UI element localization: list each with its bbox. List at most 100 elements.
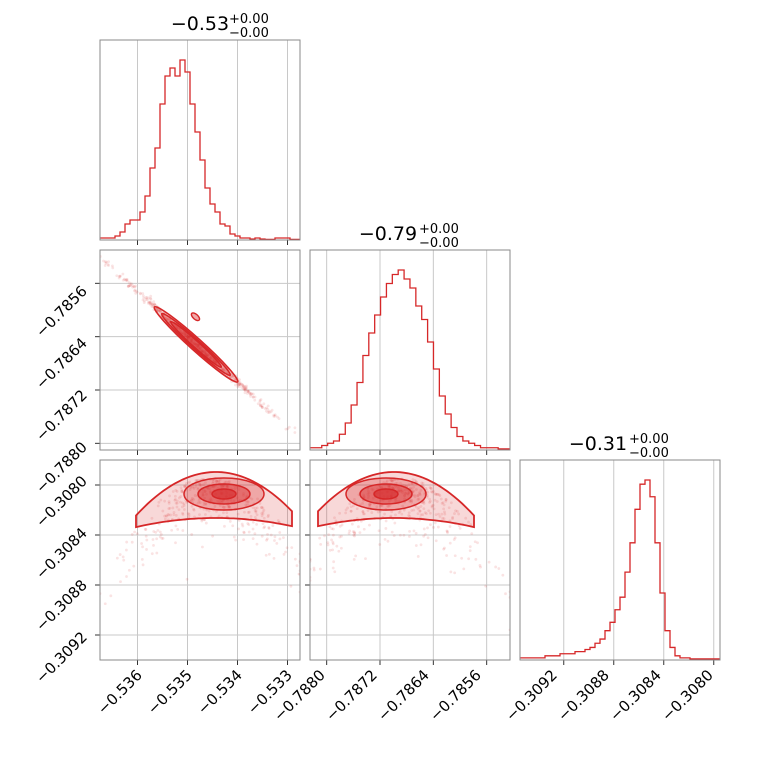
- title-x-main: −0.53: [171, 13, 229, 35]
- scatter-point: [158, 309, 162, 313]
- scatter-point: [141, 298, 145, 302]
- scatter-point: [362, 512, 366, 516]
- scatter-point: [264, 409, 268, 413]
- scatter-point: [260, 405, 264, 409]
- scatter-point: [201, 493, 205, 497]
- scatter-point: [265, 406, 268, 410]
- scatter-point: [249, 515, 253, 518]
- scatter-point: [211, 480, 215, 484]
- scatter-point: [247, 389, 251, 393]
- scatter-point: [238, 385, 241, 388]
- scatter-point: [175, 501, 179, 505]
- histogram-bin: [210, 204, 215, 240]
- histogram-bin: [605, 631, 610, 660]
- scatter-point: [422, 500, 425, 504]
- scatter-point: [285, 546, 289, 550]
- scatter-point: [167, 500, 171, 504]
- scatter-point: [340, 546, 343, 550]
- scatter-point: [242, 385, 246, 389]
- scatter-point: [107, 260, 110, 264]
- scatter-point: [175, 499, 179, 503]
- scatter-point: [478, 563, 482, 567]
- title-z-sup: +0.00: [629, 432, 669, 447]
- scatter-point: [192, 486, 196, 490]
- scatter-point: [386, 539, 390, 543]
- xtick-label: −0.3084: [606, 666, 665, 725]
- scatter-point: [161, 536, 165, 540]
- scatter-point: [479, 565, 482, 569]
- scatter-point: [398, 509, 402, 513]
- scatter-point: [436, 492, 439, 496]
- scatter-point: [293, 431, 297, 434]
- scatter-point: [367, 502, 371, 506]
- scatter-point: [458, 527, 462, 530]
- xtick-label: −0.3092: [502, 666, 561, 725]
- scatter-point: [130, 533, 134, 536]
- scatter-point: [190, 504, 194, 508]
- scatter-point: [139, 292, 142, 296]
- histogram-bin: [215, 212, 220, 240]
- scatter-point: [433, 498, 437, 502]
- scatter-point: [408, 535, 411, 538]
- scatter-point: [238, 382, 241, 386]
- scatter-point: [441, 501, 445, 505]
- scatter-point: [380, 486, 384, 490]
- scatter-point: [182, 502, 186, 506]
- scatter-point: [426, 526, 429, 530]
- scatter-point: [473, 540, 477, 544]
- scatter-point: [260, 514, 264, 518]
- scatter-point: [275, 541, 279, 545]
- scatter-point: [366, 496, 370, 500]
- scatter-point: [159, 533, 163, 536]
- scatter-point: [181, 511, 184, 515]
- scatter-point: [403, 494, 406, 498]
- scatter-point: [221, 485, 225, 489]
- scatter-point: [151, 538, 155, 541]
- scatter-point: [251, 392, 255, 396]
- scatter-point: [249, 394, 252, 398]
- scatter-point: [428, 497, 431, 501]
- scatter-point: [169, 513, 173, 517]
- scatter-point: [238, 382, 242, 385]
- scatter-point: [242, 387, 246, 391]
- scatter-point: [251, 395, 255, 399]
- scatter-point: [215, 509, 218, 513]
- scatter-point: [238, 380, 242, 384]
- scatter-point: [377, 529, 381, 533]
- scatter-point: [414, 531, 418, 535]
- scatter-point: [344, 511, 348, 515]
- scatter-point: [253, 532, 257, 535]
- scatter-point: [222, 367, 226, 371]
- scatter-point: [163, 514, 167, 518]
- scatter-point: [166, 513, 170, 516]
- scatter-point: [253, 516, 257, 519]
- scatter-point: [247, 390, 251, 394]
- scatter-point: [262, 402, 266, 406]
- scatter-point: [272, 414, 276, 418]
- scatter-point: [447, 506, 451, 510]
- scatter-point: [328, 525, 332, 529]
- scatter-point: [312, 566, 316, 570]
- scatter-point: [103, 602, 107, 606]
- scatter-point: [170, 528, 174, 532]
- scatter-point: [437, 493, 441, 497]
- scatter-point: [416, 507, 420, 511]
- scatter-point: [179, 495, 183, 498]
- scatter-point: [227, 506, 231, 509]
- scatter-point: [362, 493, 366, 497]
- scatter-point: [383, 537, 387, 541]
- scatter-point: [361, 510, 365, 514]
- scatter-point: [380, 504, 384, 508]
- scatter-point: [218, 504, 222, 508]
- scatter-point: [186, 481, 190, 485]
- scatter-point: [247, 530, 251, 534]
- scatter-point: [411, 478, 415, 481]
- scatter-point: [259, 398, 263, 401]
- scatter-point: [260, 534, 264, 538]
- scatter-point: [267, 527, 271, 530]
- scatter-point: [337, 549, 341, 553]
- histogram-bin: [381, 297, 387, 450]
- histogram-bin: [328, 443, 334, 450]
- histogram-bin: [620, 597, 625, 660]
- scatter-point: [141, 545, 144, 549]
